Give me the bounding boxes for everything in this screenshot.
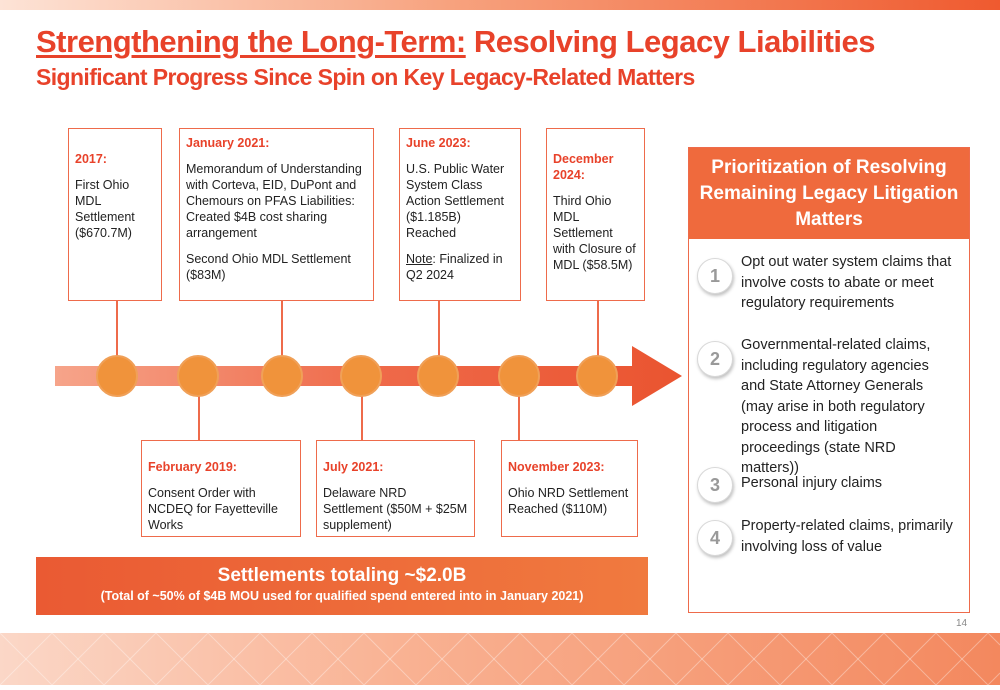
event-text: Ohio NRD Settlement Reached ($110M) xyxy=(508,486,629,516)
title-underlined: Strengthening the Long-Term: xyxy=(36,24,466,59)
connector xyxy=(597,300,599,356)
connector xyxy=(438,300,440,356)
timeline-dot-jun-2023 xyxy=(417,355,459,397)
event-text: First Ohio MDL Settlement ($670.7M) xyxy=(75,178,135,240)
event-text: Memorandum of Understanding with Corteva… xyxy=(186,162,362,240)
event-date: July 2021: xyxy=(323,460,384,474)
event-date: 2017: xyxy=(75,152,107,166)
event-date: June 2023: xyxy=(406,136,471,150)
event-date: November 2023: xyxy=(508,460,605,474)
settlements-headline: Settlements totaling ~$2.0B xyxy=(217,565,467,586)
event-feb-2019: February 2019: Consent Order with NCDEQ … xyxy=(141,440,301,537)
priorities-heading: Prioritization of Resolving Remaining Le… xyxy=(689,148,969,239)
event-text: U.S. Public Water System Class Action Se… xyxy=(406,162,505,240)
timeline-dot-jan-2021 xyxy=(261,355,303,397)
connector xyxy=(281,300,283,356)
event-2017: 2017: First Ohio MDL Settlement ($670.7M… xyxy=(68,128,162,301)
event-date: December 2024: xyxy=(553,152,614,182)
settlements-total-banner: Settlements totaling ~$2.0B (Total of ~5… xyxy=(36,557,648,615)
event-date: February 2019: xyxy=(148,460,237,474)
connector xyxy=(518,396,520,441)
timeline-dot-2017 xyxy=(96,355,138,397)
priority-number-badge: 2 xyxy=(697,341,733,377)
event-nov-2023: November 2023: Ohio NRD Settlement Reach… xyxy=(501,440,638,537)
priority-text: Personal injury claims xyxy=(741,475,883,491)
priority-number-badge: 1 xyxy=(697,258,733,294)
title-rest: Resolving Legacy Liabilities xyxy=(465,24,876,59)
event-jul-2021: July 2021: Delaware NRD Settlement ($50M… xyxy=(316,440,475,537)
connector xyxy=(361,396,363,441)
priority-text: Opt out water system claims that involve… xyxy=(741,254,952,311)
timeline-dot-dec-2024 xyxy=(576,355,618,397)
event-text: Consent Order with NCDEQ for Fayettevill… xyxy=(148,486,278,532)
timeline-dot-feb-2019 xyxy=(177,355,219,397)
top-accent-bar xyxy=(0,0,1000,10)
priority-number-badge: 3 xyxy=(697,467,733,503)
connector xyxy=(198,396,200,441)
note-text: : Finalized in Q2 2024 xyxy=(406,252,503,282)
page-number: 14 xyxy=(956,618,968,629)
event-text: Third Ohio MDL Settlement with Closure o… xyxy=(553,194,636,272)
event-jun-2023: June 2023: U.S. Public Water System Clas… xyxy=(399,128,521,301)
event-jan-2021: January 2021: Memorandum of Understandin… xyxy=(179,128,374,301)
priority-text: Governmental-related claims, including r… xyxy=(741,337,931,476)
timeline-dot-nov-2023 xyxy=(498,355,540,397)
note-label: Note xyxy=(406,252,433,266)
bottom-decorative-band xyxy=(0,632,1000,686)
page-title: Strengthening the Long-Term: Resolving L… xyxy=(36,24,876,60)
settlements-detail: (Total of ~50% of $4B MOU used for quali… xyxy=(100,589,584,603)
event-date: January 2021: xyxy=(186,136,270,150)
priority-text: Property-related claims, primarily invol… xyxy=(741,518,953,555)
event-dec-2024: December 2024: Third Ohio MDL Settlement… xyxy=(546,128,645,301)
event-note: Note: Finalized in Q2 2024 xyxy=(406,251,514,283)
priority-number-badge: 4 xyxy=(697,520,733,556)
timeline-dot-jul-2021 xyxy=(340,355,382,397)
diamond-pattern xyxy=(0,632,1000,686)
priorities-panel: Prioritization of Resolving Remaining Le… xyxy=(688,147,970,613)
connector xyxy=(116,300,118,356)
page-subtitle: Significant Progress Since Spin on Key L… xyxy=(36,64,695,90)
event-text: Delaware NRD Settlement ($50M + $25M sup… xyxy=(323,486,468,532)
event-text: Second Ohio MDL Settlement ($83M) xyxy=(186,252,351,282)
